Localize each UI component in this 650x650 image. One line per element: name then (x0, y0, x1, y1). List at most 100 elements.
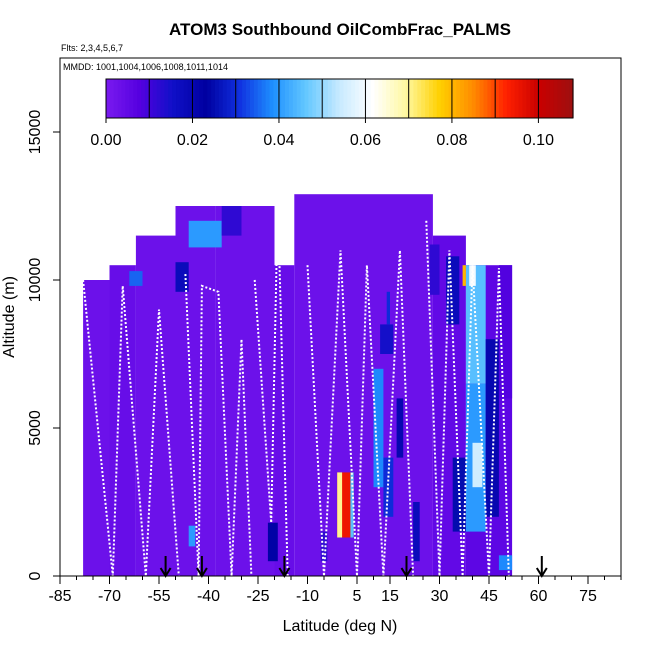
heatmap-cell (129, 271, 143, 286)
colorbar-swatch (382, 79, 387, 118)
colorbar-swatch (133, 79, 138, 118)
y-axis: 0 5000 10000 15000 (27, 110, 60, 580)
colorbar-swatch (370, 79, 376, 118)
colorbar-swatch (483, 79, 488, 118)
colorbar-swatch (417, 79, 422, 118)
heatmap-cell (462, 265, 466, 286)
colorbar-swatch (195, 79, 200, 118)
colorbar-swatch (214, 79, 220, 118)
colorbar-swatch (187, 79, 193, 118)
colorbar-swatch (397, 79, 403, 118)
colorbar-swatch (121, 79, 127, 118)
colorbar-swatch (176, 79, 181, 118)
colorbar-swatch (405, 79, 411, 118)
colorbar-swatch (545, 79, 551, 118)
colorbar-swatch (164, 79, 169, 118)
colorbar-swatch (179, 79, 185, 118)
colorbar-swatch (296, 79, 302, 118)
heatmap-cell (383, 457, 394, 517)
colorbar-swatch (537, 79, 543, 118)
heatmap-cell (135, 235, 176, 576)
heatmap-cell (294, 194, 433, 576)
colorbar-swatch (238, 79, 243, 118)
colorbar: 0.00 0.02 0.04 0.06 0.08 0.10 (90, 78, 574, 149)
chart-title: ATOM3 Southbound OilCombFrac_PALMS (169, 20, 511, 39)
colorbar-swatch (475, 79, 481, 118)
colorbar-swatch (172, 79, 177, 118)
heatmap-cell (221, 206, 242, 236)
heatmap-cell (498, 555, 513, 571)
colorbar-swatch (323, 79, 329, 118)
colorbar-swatch (491, 79, 496, 118)
colorbar-swatch (514, 79, 520, 118)
x-axis-label: Latitude (deg N) (283, 618, 398, 635)
y-tick-label: 5000 (27, 410, 44, 446)
colorbar-swatch (565, 79, 570, 118)
colorbar-swatch (156, 79, 162, 118)
colorbar-swatch (183, 79, 189, 118)
colorbar-swatch (257, 79, 263, 118)
y-axis-label: Altitude (m) (1, 276, 18, 358)
x-tick-label: -55 (147, 588, 170, 605)
colorbar-swatch (456, 79, 461, 118)
colorbar-swatch (261, 79, 267, 118)
colorbar-swatch (222, 79, 228, 118)
x-tick-label: -70 (98, 588, 121, 605)
colorbar-swatch (448, 79, 453, 118)
x-tick-label: 45 (480, 588, 498, 605)
colorbar-swatch (499, 79, 504, 118)
x-tick-label: 30 (431, 588, 449, 605)
x-tick-label: 15 (381, 588, 399, 605)
colorbar-swatch (273, 79, 278, 118)
flights-note: Flts: 2,3,4,5,6,7 (61, 43, 123, 53)
x-tick-label: -25 (246, 588, 269, 605)
colorbar-tick-label: 0.04 (263, 132, 294, 149)
colorbar-swatch (269, 79, 274, 118)
heatmap-cell (350, 472, 354, 538)
colorbar-swatch (506, 79, 512, 118)
colorbar-swatch (339, 79, 344, 118)
colorbar-swatch (409, 79, 415, 118)
colorbar-swatch (300, 79, 306, 118)
flight-profile-line (306, 250, 415, 577)
flight-profile-line (253, 200, 289, 577)
colorbar-swatch (413, 79, 418, 118)
colorbar-swatch (109, 79, 115, 118)
x-tick-label: -85 (48, 588, 71, 605)
colorbar-swatch (148, 79, 154, 118)
heatmap-cell (472, 442, 483, 488)
heatmap-cell (274, 265, 295, 576)
colorbar-swatch (292, 79, 298, 118)
x-tick-label: 75 (579, 588, 597, 605)
x-tick-label: -40 (197, 588, 220, 605)
heatmap-cell (175, 206, 216, 576)
colorbar-swatch (386, 79, 391, 118)
colorbar-swatch (541, 79, 547, 118)
y-tick-label: 15000 (27, 110, 44, 155)
colorbar-swatch (467, 79, 473, 118)
y-tick-label: 10000 (27, 258, 44, 303)
heatmap-cell (175, 262, 189, 292)
colorbar-tick-label: 0.10 (523, 132, 554, 149)
colorbar-swatch (440, 79, 446, 118)
heatmap-cell (413, 502, 420, 562)
colorbar-swatch (378, 79, 383, 118)
colorbar-swatch (218, 79, 224, 118)
colorbar-swatch (253, 79, 259, 118)
colorbar-swatch (561, 79, 566, 118)
colorbar-swatch (129, 79, 134, 118)
colorbar-swatch (444, 79, 450, 118)
x-axis: -85 -70 -55 -40 -25 -10 5 15 30 45 60 75 (48, 576, 622, 605)
heatmap-cell (485, 339, 499, 517)
colorbar-swatch (495, 79, 500, 118)
colorbar-swatch (211, 79, 216, 118)
x-tick-label: 60 (530, 588, 548, 605)
colorbar-swatch (452, 79, 457, 118)
colorbar-swatch (374, 79, 380, 118)
colorbar-swatch (393, 79, 399, 118)
x-tick-label: -10 (296, 588, 319, 605)
colorbar-swatch (553, 79, 559, 118)
colorbar-swatch (312, 79, 317, 118)
colorbar-swatch (281, 79, 286, 118)
colorbar-swatch (327, 79, 333, 118)
